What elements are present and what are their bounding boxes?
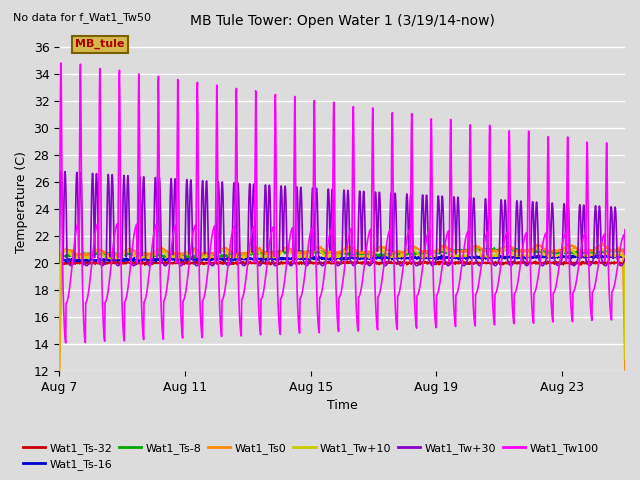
Y-axis label: Temperature (C): Temperature (C) (15, 151, 28, 253)
Text: No data for f_Wat1_Tw50: No data for f_Wat1_Tw50 (13, 12, 151, 23)
Text: MB_tule: MB_tule (75, 39, 124, 49)
Title: MB Tule Tower: Open Water 1 (3/19/14-now): MB Tule Tower: Open Water 1 (3/19/14-now… (189, 14, 495, 28)
X-axis label: Time: Time (326, 399, 358, 412)
Legend: Wat1_Ts-32, Wat1_Ts-16, Wat1_Ts-8, Wat1_Ts0, Wat1_Tw+10, Wat1_Tw+30, Wat1_Tw100: Wat1_Ts-32, Wat1_Ts-16, Wat1_Ts-8, Wat1_… (19, 438, 604, 474)
